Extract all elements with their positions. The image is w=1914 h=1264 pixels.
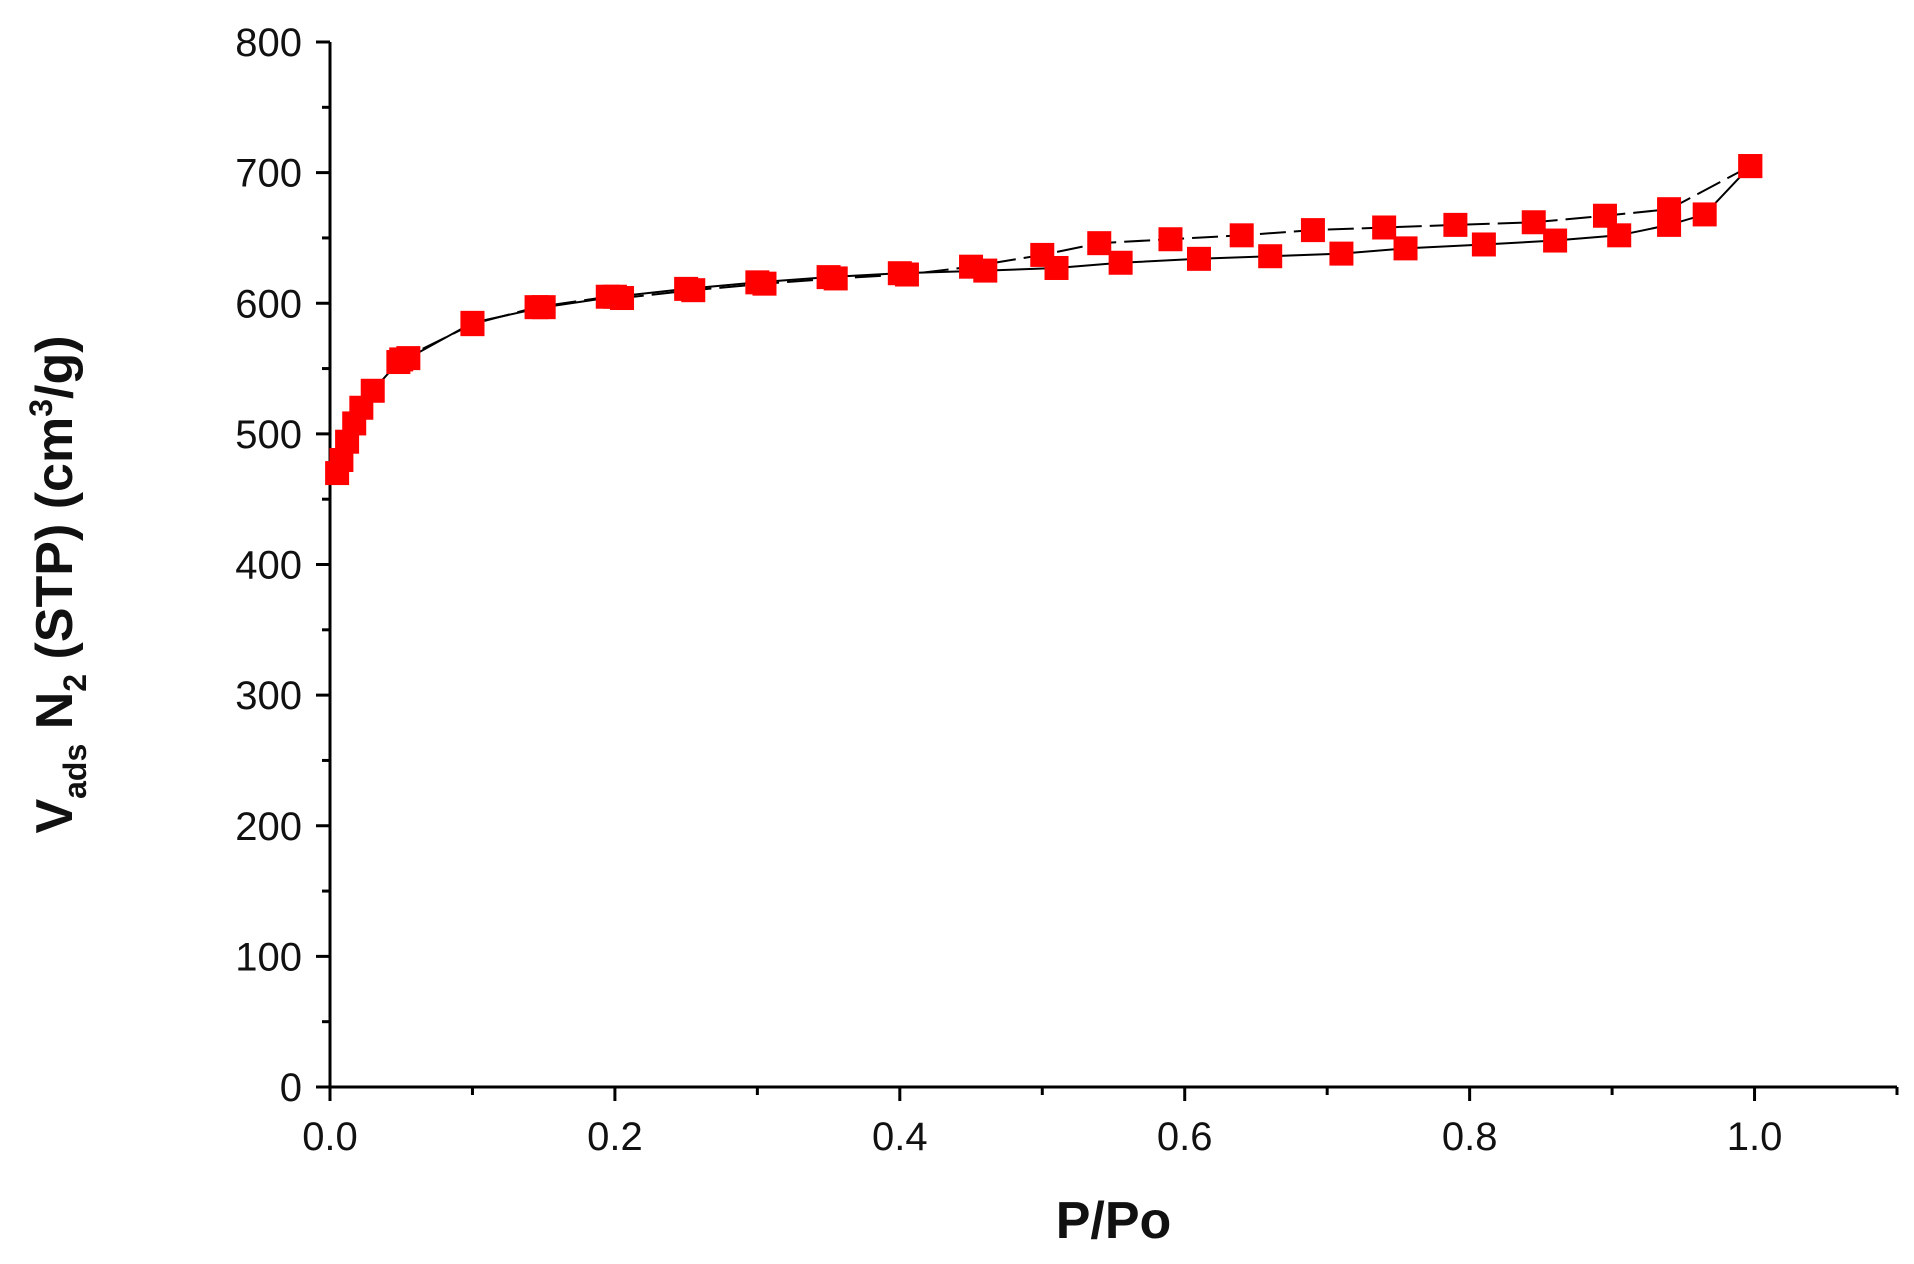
data-point-series-2 — [460, 312, 485, 337]
y-tick-label: 800 — [235, 21, 302, 65]
data-point-series-2 — [823, 266, 848, 291]
y-axis-title-part: /g) — [26, 335, 84, 399]
x-axis-title: P/Po — [1056, 1192, 1172, 1250]
y-axis-title-part: 2 — [57, 674, 93, 692]
series-line-2 — [400, 165, 1751, 361]
y-tick-label: 100 — [235, 935, 302, 979]
data-point-series-2 — [1592, 203, 1617, 228]
data-point-series-2 — [1158, 227, 1183, 252]
y-axis-title: Vads N2 (STP) (cm3/g) — [23, 335, 93, 833]
y-axis-title-part: 3 — [23, 399, 59, 417]
y-tick-label: 200 — [235, 805, 302, 849]
data-point-series-2 — [1030, 242, 1055, 267]
data-point-series-1 — [1471, 232, 1496, 257]
data-point-series-2 — [1521, 210, 1546, 235]
data-point-series-2 — [1300, 218, 1325, 243]
data-point-series-2 — [1657, 197, 1682, 222]
data-point-series-1 — [1329, 241, 1354, 266]
data-point-series-1 — [1543, 228, 1568, 253]
y-axis-title-part: (STP) (cm — [26, 417, 84, 674]
data-point-series-1 — [1186, 246, 1211, 271]
x-tick-label: 0.8 — [1442, 1115, 1498, 1159]
data-point-series-2 — [524, 295, 549, 320]
data-point-series-2 — [959, 254, 984, 279]
x-tick-label: 1.0 — [1727, 1115, 1783, 1159]
data-point-series-1 — [1393, 236, 1418, 261]
data-point-series-2 — [1738, 154, 1763, 179]
x-tick-label: 0.6 — [1157, 1115, 1213, 1159]
series-markers — [325, 154, 1763, 486]
x-tick-label: 0.4 — [872, 1115, 928, 1159]
tick-labels: 0 100 200 300 400 500 600 700 800 0.0 0.2 0.4 0.6 0.8… — [235, 21, 1782, 1159]
data-point-series-2 — [681, 278, 706, 303]
data-point-series-1 — [360, 378, 385, 403]
data-point-series-2 — [1443, 212, 1468, 237]
data-point-series-2 — [1372, 215, 1397, 240]
y-axis-title-part: N — [26, 692, 84, 744]
y-tick-label: 300 — [235, 674, 302, 718]
data-point-series-1 — [1692, 202, 1717, 227]
data-point-series-1 — [1258, 244, 1283, 269]
x-tick-label: 0.0 — [302, 1115, 358, 1159]
y-axis-title-part: V — [26, 799, 84, 834]
y-tick-label: 400 — [235, 544, 302, 588]
x-tick-label: 0.2 — [587, 1115, 643, 1159]
data-point-series-2 — [1087, 231, 1112, 256]
data-point-series-2 — [894, 262, 919, 287]
data-point-series-1 — [1108, 250, 1133, 275]
y-tick-label: 600 — [235, 282, 302, 326]
y-axis-title-part: ads — [57, 744, 93, 799]
y-tick-label: 0 — [280, 1066, 302, 1110]
axes — [316, 40, 1899, 1101]
data-point-series-2 — [595, 284, 620, 309]
data-point-series-2 — [389, 347, 414, 372]
y-tick-label: 700 — [235, 152, 302, 196]
data-point-series-2 — [752, 271, 777, 296]
data-point-series-2 — [1229, 223, 1254, 248]
y-tick-label: 500 — [235, 413, 302, 457]
